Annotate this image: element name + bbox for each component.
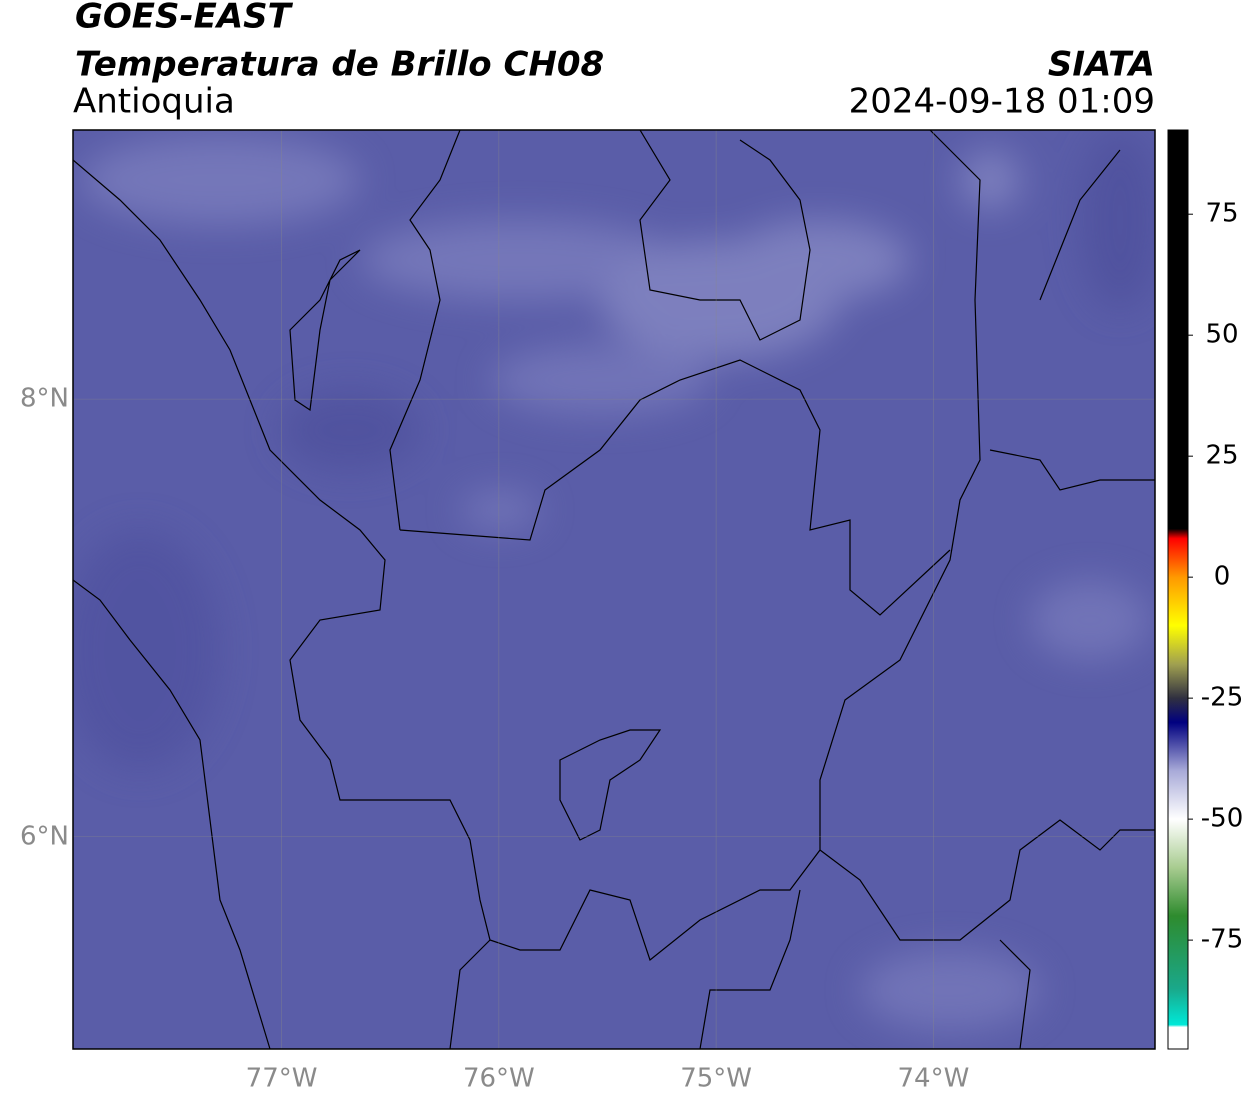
y-tick-label: 6°N — [20, 821, 69, 851]
x-tick-label: 76°W — [463, 1064, 535, 1094]
x-tick-label: 74°W — [897, 1064, 969, 1094]
region: Antioquia — [73, 82, 235, 122]
colorbar-tick-label: 0 — [1214, 562, 1231, 592]
map-area — [73, 130, 1155, 1049]
title: GOES-EAST — [75, 0, 294, 37]
colorbar-tick-label: 50 — [1205, 320, 1238, 350]
y-tick-label: 8°N — [20, 384, 69, 414]
subtitle: Temperatura de Brillo CH08 — [75, 45, 604, 85]
colorbar-tick-label: 75 — [1205, 199, 1238, 229]
map-frame — [72, 129, 1156, 1050]
colorbar-tick-label: -75 — [1201, 925, 1243, 955]
x-tick-label: 77°W — [246, 1064, 318, 1094]
cloud-texture — [73, 130, 1155, 1030]
datetime: 2024-09-18 01:09 — [849, 82, 1155, 122]
x-tick-label: 75°W — [680, 1064, 752, 1094]
colorbar-tick-label: -50 — [1201, 804, 1243, 834]
colorbar — [1167, 129, 1189, 1050]
source: SIATA — [1048, 45, 1155, 85]
colorbar-tick-label: -25 — [1201, 683, 1243, 713]
colorbar-tick-label: 25 — [1205, 441, 1238, 471]
